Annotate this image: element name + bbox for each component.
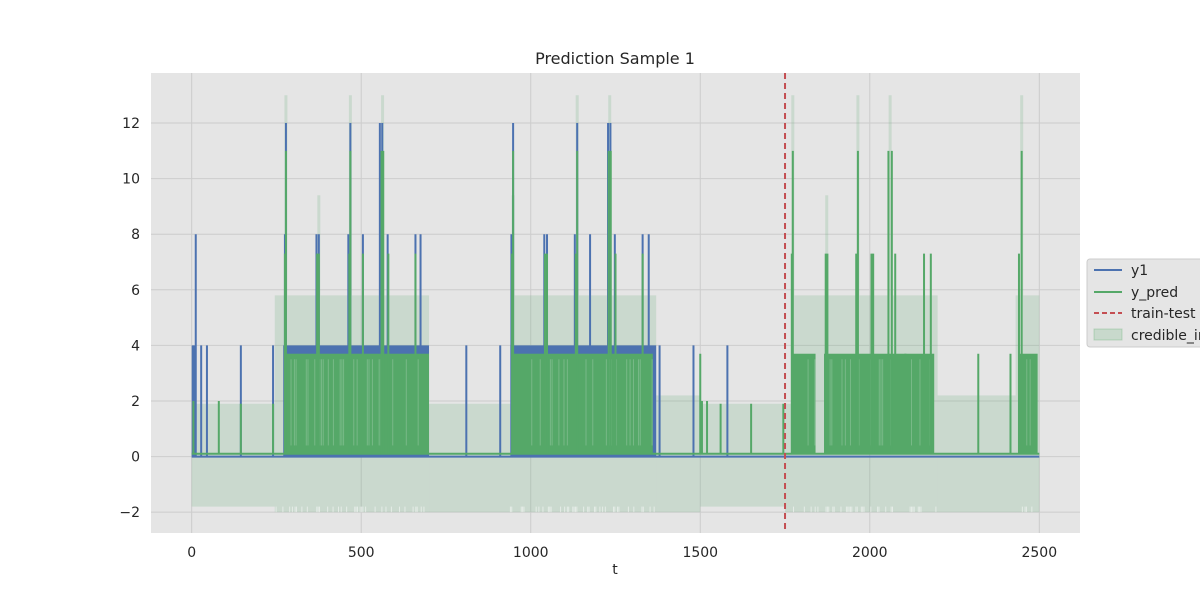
x-tick-label: 2000 — [852, 545, 888, 561]
y-pred-dense-region — [286, 353, 430, 454]
y-tick-label: 4 — [131, 338, 140, 354]
x-tick-label: 2500 — [1021, 545, 1057, 561]
y-pred-dense-region — [793, 353, 816, 454]
legend-label-y1: y1 — [1131, 263, 1148, 279]
y-tick-label: 0 — [131, 450, 140, 466]
y-tick-label: 8 — [131, 227, 140, 243]
legend-label-credible-interval: credible_interval — [1131, 328, 1200, 344]
x-tick-label: 500 — [348, 545, 375, 561]
legend-label-train-test-split: train-test split — [1131, 306, 1200, 322]
x-axis-title: t — [612, 562, 618, 578]
y-tick-label: 6 — [131, 283, 140, 299]
x-tick-label: 1000 — [513, 545, 549, 561]
y-tick-label: −2 — [119, 505, 140, 521]
credible-interval-spike — [888, 95, 892, 296]
credible-interval-band — [191, 403, 275, 507]
y-pred-dense-region — [513, 353, 653, 454]
tick-labels: 0 500 1000 1500 2000 2500 −2 0 2 4 6 8 10 12 — [119, 116, 1057, 561]
y-pred-dense-region — [1018, 353, 1038, 454]
y-tick-label: 2 — [131, 394, 140, 410]
credible-interval-band — [785, 403, 794, 513]
legend: y1 y_pred train-test split credible_inte… — [1086, 258, 1200, 348]
legend-label-y-pred: y_pred — [1131, 285, 1178, 301]
credible-interval-spike — [825, 195, 829, 296]
y-tick-label: 12 — [122, 116, 140, 132]
y-tick-label: 10 — [122, 172, 140, 188]
chart-title: Prediction Sample 1 — [535, 49, 695, 68]
credible-interval-band — [700, 403, 786, 507]
legend-box — [1086, 258, 1200, 348]
series-y-pred — [191, 150, 1040, 455]
x-tick-label: 1500 — [682, 545, 718, 561]
x-tick-label: 0 — [187, 545, 196, 561]
legend-swatch-credible-interval — [1093, 328, 1123, 341]
credible-interval-band — [429, 403, 511, 513]
